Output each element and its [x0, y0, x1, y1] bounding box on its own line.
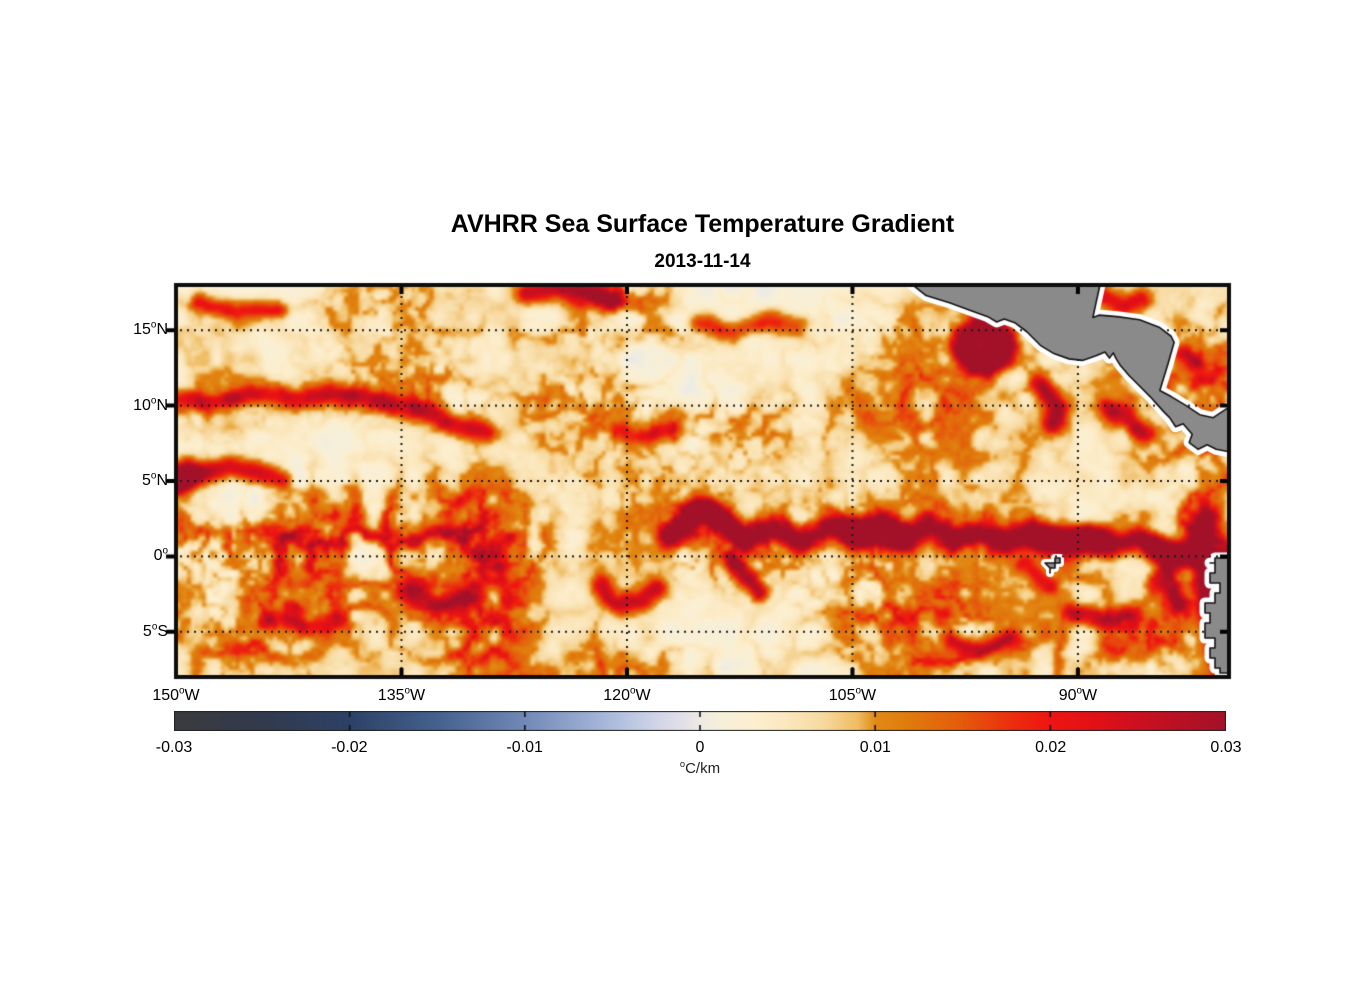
- x-tick-label-105W: 105oW: [828, 685, 877, 704]
- chart-subtitle: 2013-11-14: [654, 251, 751, 272]
- y-tick-label-5N: 5oN: [142, 470, 168, 489]
- colorbar-tick-label-0.01: 0.01: [859, 739, 891, 756]
- x-tick-label-90W: 90oW: [1058, 685, 1098, 704]
- y-tick-label-5S: 5oS: [142, 621, 168, 640]
- colorbar-tick-label--0.03: -0.03: [155, 739, 193, 756]
- y-tick-label-10N: 10oN: [133, 395, 168, 414]
- y-tick-label-0: 0o: [153, 546, 168, 565]
- y-tick-label-15N: 15oN: [133, 319, 168, 339]
- chart-title: AVHRR Sea Surface Temperature Gradient: [450, 210, 955, 238]
- colorbar-tick-label--0.02: -0.02: [331, 739, 368, 756]
- colorbar: [174, 711, 1226, 731]
- colorbar-tick-label-0: 0: [695, 739, 705, 756]
- x-tick-label-135W: 135oW: [377, 685, 426, 704]
- colorbar-tick-label-0.03: 0.03: [1210, 739, 1242, 756]
- colorbar-unit-label: oC/km: [679, 759, 721, 777]
- map-canvas: [160, 273, 1245, 693]
- x-tick-label-120W: 120oW: [603, 685, 651, 704]
- colorbar-tick-label--0.01: -0.01: [506, 739, 543, 756]
- x-tick-label-150W: 150oW: [152, 685, 200, 704]
- colorbar-tick-label-0.02: 0.02: [1035, 739, 1067, 756]
